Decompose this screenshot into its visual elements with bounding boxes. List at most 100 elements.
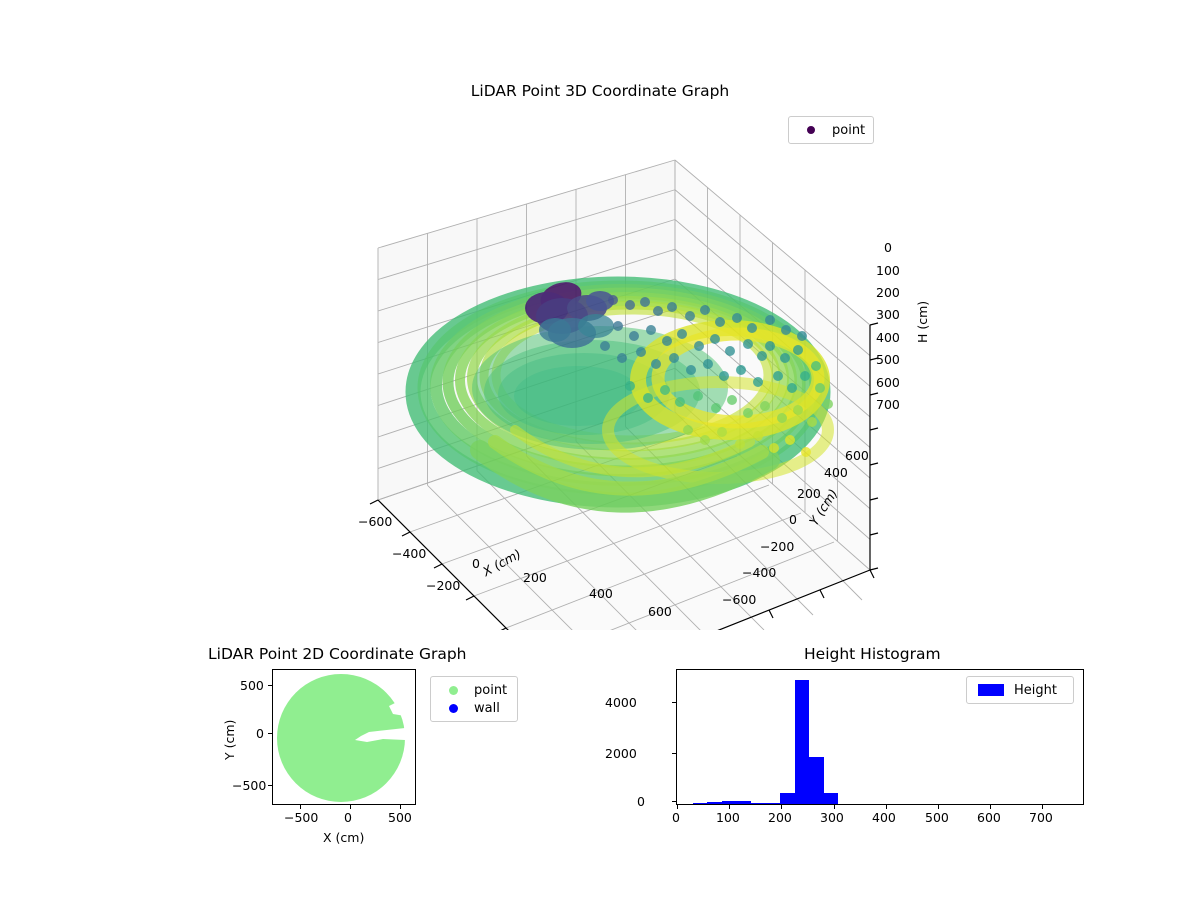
plot2d-title: LiDAR Point 2D Coordinate Graph [208, 645, 467, 663]
plot3d-xtick-4: 200 [523, 570, 547, 585]
plot3d-ytick-2: −200 [760, 539, 795, 554]
y-axis-spine [717, 569, 871, 630]
point-marker-icon [796, 126, 826, 134]
histogram-legend[interactable]: Height [966, 676, 1074, 704]
plot3d-axes[interactable] [300, 130, 940, 630]
plot3d-xtick-6: 600 [648, 604, 672, 619]
histogram-bar [823, 793, 839, 804]
histogram-xtickmark-3 [834, 805, 835, 809]
cloud-yellow-crescent [602, 320, 834, 484]
pane-floor [378, 398, 870, 630]
plot2d-xtickmark-1 [350, 805, 351, 809]
plot3d-ztick-4: 400 [876, 330, 900, 345]
plot2d-xlabel: X (cm) [323, 830, 365, 845]
plot3d-ztick-5: 500 [876, 352, 900, 367]
legend-label: Height [1014, 682, 1057, 698]
histogram-ytickmark-1 [672, 753, 676, 754]
legend-item-point[interactable]: point [796, 121, 866, 139]
histogram-bars [677, 670, 1083, 804]
plot2d-xtickmark-0 [300, 805, 301, 809]
scan-shadow-wedge [389, 688, 407, 716]
histogram-xtick-0: 0 [672, 810, 680, 825]
histogram-xtick-4: 400 [872, 810, 896, 825]
histogram-bar [809, 757, 824, 804]
plot2d-xtick-1: 0 [344, 810, 352, 825]
plot2d-legend[interactable]: point wall [430, 676, 518, 722]
cloud-dark-cluster [525, 282, 614, 348]
histogram-xtick-6: 600 [977, 810, 1001, 825]
height-patch-icon [974, 684, 1008, 696]
wall-marker-icon [438, 703, 468, 713]
plot3d-ztick-6: 600 [876, 375, 900, 390]
plot3d-title: LiDAR Point 3D Coordinate Graph [470, 82, 730, 100]
plot3d-xtick-1: −400 [392, 546, 427, 561]
histogram-xtickmark-2 [781, 805, 782, 809]
plot3d-ztick-7: 700 [876, 397, 900, 412]
plot2d-axes[interactable] [272, 669, 416, 805]
histogram-bar [750, 803, 766, 804]
histogram-xtick-2: 200 [768, 810, 792, 825]
histogram-bar [765, 803, 781, 804]
histogram-xtick-5: 500 [925, 810, 949, 825]
plot3d-ytick-3: 0 [789, 512, 797, 527]
plot3d-xtick-0: −600 [358, 514, 393, 529]
plot3d-legend[interactable]: point [788, 116, 874, 144]
plot2d-ytick-1: 0 [256, 726, 264, 741]
histogram-bar [794, 679, 810, 804]
plot3d-zlabel: H (cm) [915, 300, 930, 343]
legend-item-point[interactable]: point [438, 681, 510, 699]
plot3d-ztick-1: 100 [876, 263, 900, 278]
point-marker-icon [438, 685, 468, 695]
plot3d-ytick-1: −400 [742, 565, 777, 580]
axis-ticks [369, 322, 879, 630]
histogram-title: Height Histogram [804, 645, 941, 663]
plot2d-xtickmark-2 [400, 805, 401, 809]
histogram-ytick-0: 0 [637, 794, 645, 809]
legend-label: point [474, 682, 508, 698]
plot2d-ytickmark-0 [268, 785, 272, 786]
histogram-xtickmark-7 [1042, 805, 1043, 809]
plot3d-ztick-2: 200 [876, 285, 900, 300]
cloud-bottom-arc [470, 425, 780, 513]
plot2d-ytickmark-2 [268, 685, 272, 686]
plot3d-ytick-0: −600 [722, 592, 757, 607]
point-disc [277, 674, 405, 802]
histogram-xtick-3: 300 [820, 810, 844, 825]
histogram-xtickmark-0 [677, 805, 678, 809]
histogram-bar [721, 801, 737, 804]
plot3d-ytick-6: 600 [845, 448, 869, 463]
point-cloud [405, 276, 834, 513]
histogram-ytick-1: 2000 [605, 746, 637, 761]
plot3d-ytick-4: 200 [797, 486, 821, 501]
histogram-xtick-1: 100 [716, 810, 740, 825]
plot3d-xtick-2: −200 [426, 578, 461, 593]
histogram-ytickmark-0 [672, 801, 676, 802]
histogram-ytickmark-2 [672, 702, 676, 703]
plot2d-xtick-2: 500 [388, 810, 412, 825]
histogram-xtickmark-5 [938, 805, 939, 809]
histogram-xtick-7: 700 [1029, 810, 1053, 825]
plot3d-xtick-5: 400 [589, 586, 613, 601]
plot3d-ztick-3: 300 [876, 307, 900, 322]
plot2d-ytickmark-1 [268, 733, 272, 734]
histogram-bar [692, 803, 708, 804]
legend-item-wall[interactable]: wall [438, 699, 510, 717]
plot2d-xtick-0: −500 [284, 810, 319, 825]
plot3d-xtick-3: 0 [472, 556, 480, 571]
histogram-xtickmark-1 [729, 805, 730, 809]
histogram-bar [736, 800, 751, 804]
legend-label: point [832, 122, 866, 138]
histogram-ytick-2: 4000 [605, 695, 637, 710]
histogram-xtickmark-4 [886, 805, 887, 809]
legend-label: wall [474, 700, 500, 716]
histogram-bar [780, 793, 795, 804]
cloud-scatter-dots [600, 295, 833, 457]
histogram-bar [707, 801, 722, 804]
scan-shadow-notch [355, 728, 405, 742]
plot2d-ytick-2: 500 [240, 678, 264, 693]
plot3d-ztick-0: 0 [884, 240, 892, 255]
plot2d-ytick-0: −500 [232, 778, 267, 793]
legend-item-height[interactable]: Height [974, 681, 1066, 699]
plot2d-scatter [277, 674, 407, 802]
